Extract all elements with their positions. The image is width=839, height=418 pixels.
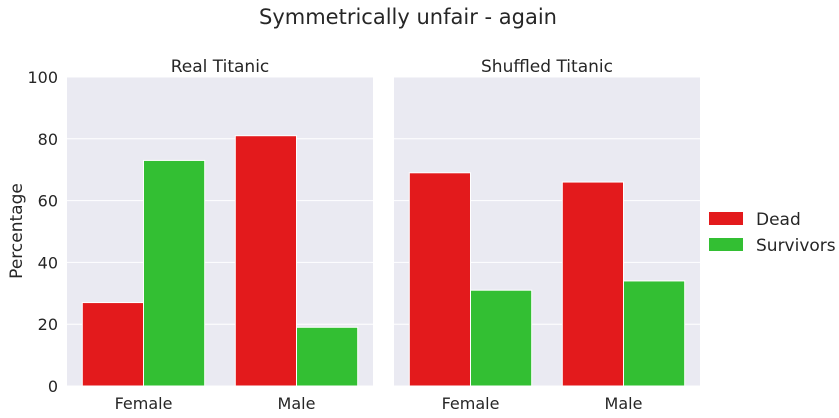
bar-survivors-male xyxy=(296,326,359,387)
bar-survivors-female xyxy=(143,159,206,387)
panel-2: Shuffled Titanic Female Male xyxy=(394,57,700,413)
bar-dead-male xyxy=(234,135,298,387)
y-tick-label: 0 xyxy=(48,377,58,396)
legend: Dead Survivors xyxy=(709,210,836,256)
y-axis-label: Percentage xyxy=(7,183,27,279)
x-tick-label: Male xyxy=(278,394,316,413)
figure-title: Symmetrically unfair - again xyxy=(259,5,557,29)
bar-dead-female xyxy=(81,302,145,387)
bar-dead-male xyxy=(561,181,624,387)
y-tick-label: 80 xyxy=(38,130,58,149)
bar-survivors-male xyxy=(623,280,686,387)
panel-1: 0 20 40 60 80 100 Real Titanic Female Male xyxy=(27,57,373,413)
x-tick-label: Male xyxy=(605,394,643,413)
panel-title: Shuffled Titanic xyxy=(481,57,613,77)
x-tick-label: Female xyxy=(442,394,500,413)
x-tick-label: Female xyxy=(115,394,173,413)
y-tick-label: 20 xyxy=(38,315,58,334)
panel-title: Real Titanic xyxy=(171,57,270,77)
legend-label-dead: Dead xyxy=(756,210,801,230)
y-tick-label: 100 xyxy=(27,68,58,87)
legend-label-survivors: Survivors xyxy=(756,236,836,256)
y-tick-label: 60 xyxy=(38,192,58,211)
y-tick-label: 40 xyxy=(38,253,58,272)
bar-dead-female xyxy=(408,172,471,387)
bar-survivors-female xyxy=(470,289,533,387)
legend-swatch-survivors xyxy=(709,238,743,251)
legend-swatch-dead xyxy=(709,212,743,225)
